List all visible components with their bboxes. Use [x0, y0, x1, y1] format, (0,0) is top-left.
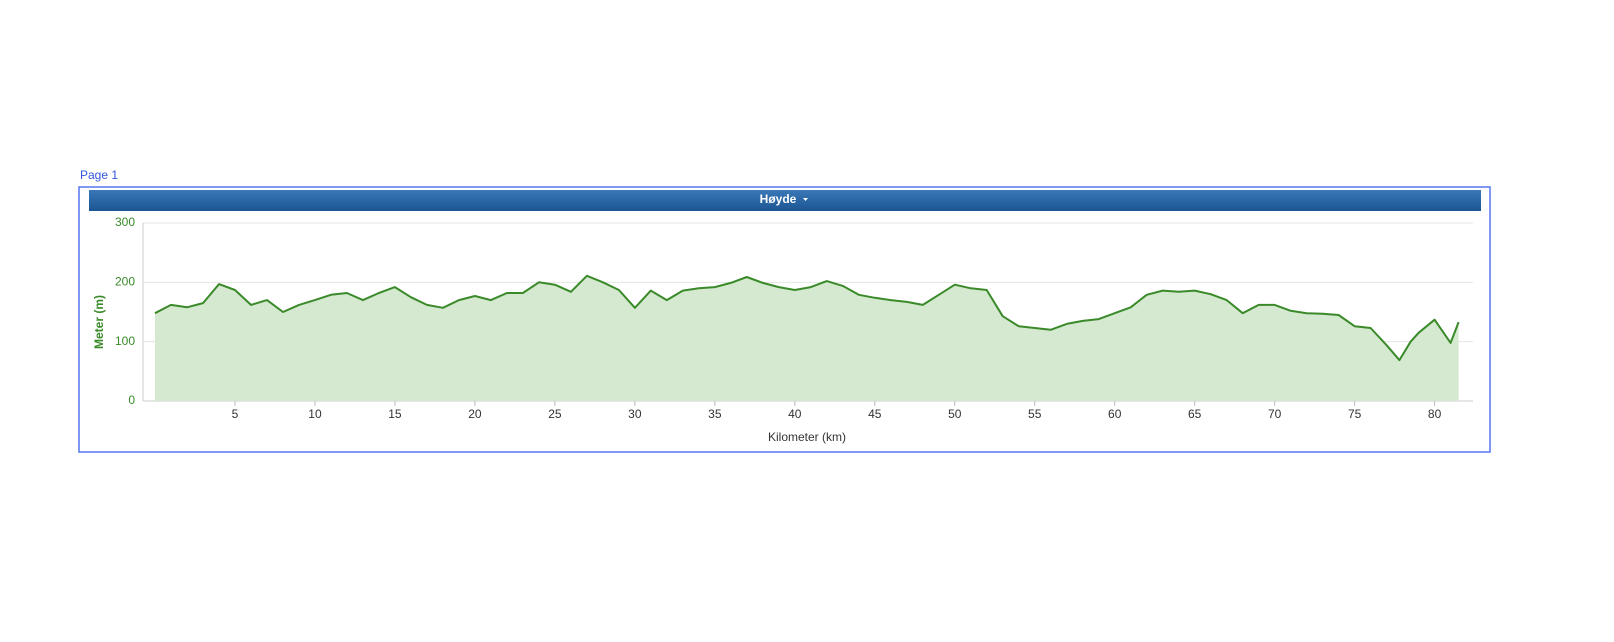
header-bar	[89, 190, 1481, 211]
x-tick-label: 25	[548, 407, 562, 421]
x-tick-label: 20	[468, 407, 482, 421]
x-tick-label: 5	[232, 407, 239, 421]
x-tick-label: 15	[388, 407, 402, 421]
y-tick-label: 200	[115, 275, 135, 289]
y-tick-label: 0	[128, 393, 135, 407]
x-tick-label: 50	[948, 407, 962, 421]
x-tick-label: 65	[1188, 407, 1202, 421]
x-axis-label: Kilometer (km)	[768, 430, 846, 444]
elevation-line	[154, 274, 1460, 362]
x-tick-label: 60	[1108, 407, 1122, 421]
x-tick-label: 35	[708, 407, 722, 421]
x-tick-label: 10	[308, 407, 322, 421]
page-label: Page 1	[80, 168, 118, 182]
y-tick-label: 300	[115, 215, 135, 229]
x-tick-label: 80	[1428, 407, 1442, 421]
x-tick-label: 70	[1268, 407, 1282, 421]
x-tick-label: 30	[628, 407, 642, 421]
y-tick-label: 100	[115, 334, 135, 348]
x-tick-label: 45	[868, 407, 882, 421]
x-tick-label: 55	[1028, 407, 1042, 421]
x-tick-label: 75	[1348, 407, 1362, 421]
dropdown-arrow[interactable]	[803, 198, 808, 201]
header-title[interactable]: Høyde	[760, 192, 797, 206]
x-tick-label: 40	[788, 407, 802, 421]
area-fill	[154, 275, 1459, 401]
y-axis-label: Meter (m)	[92, 295, 106, 349]
frame	[78, 186, 1491, 453]
